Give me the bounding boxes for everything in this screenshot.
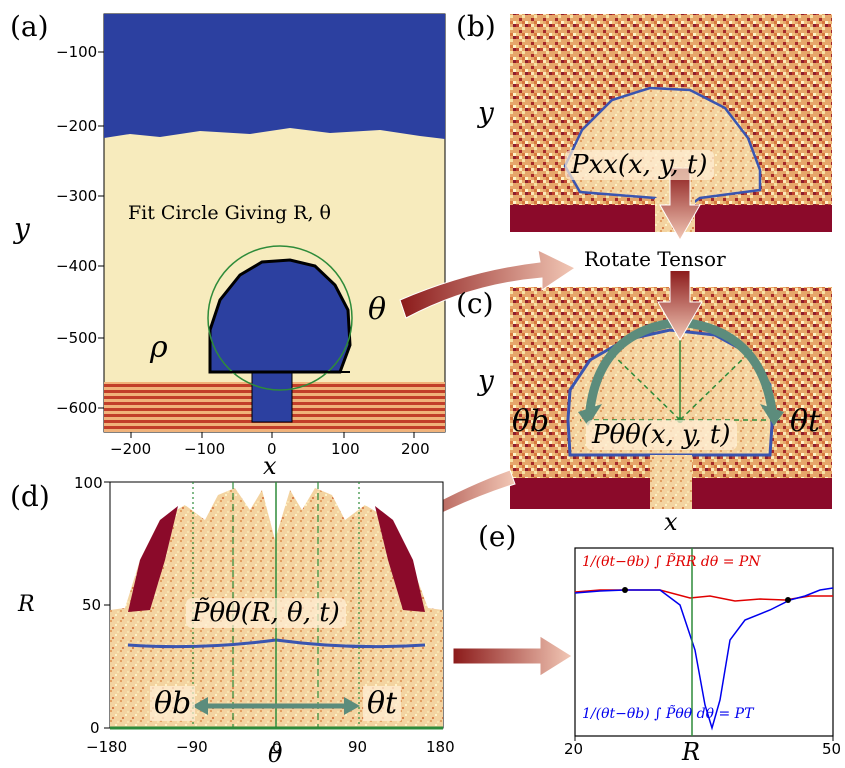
c-theta-t: θt	[790, 404, 821, 439]
c-theta-b: θb	[512, 404, 550, 439]
ptt-polar-label: P̃θθ(R, θ, t)	[186, 598, 346, 628]
d-xtick: −90	[176, 738, 208, 756]
d-theta-t: θt	[363, 686, 402, 721]
pxx-label: Pxx(x, y, t)	[565, 150, 714, 180]
d-ytick: 50	[82, 596, 102, 614]
d-ytick: 0	[90, 719, 100, 737]
panel-a	[98, 13, 446, 438]
a-ytick: −200	[56, 117, 98, 135]
droplet	[208, 258, 352, 374]
arrow-b-to-c	[657, 167, 703, 341]
theta-symbol: θ	[368, 292, 387, 327]
d-xlabel: θ	[268, 740, 283, 768]
a-ylabel: y	[14, 212, 30, 245]
d-ytick: 100	[74, 474, 103, 492]
d-theta-b: θb	[150, 686, 196, 721]
pt-formula: 1/(θt−θb) ∫ P̃θθ dθ = PT	[582, 706, 754, 722]
fit-circle-text: Fit Circle Giving R, θ	[128, 202, 331, 224]
a-xtick: 100	[331, 440, 360, 458]
a-xlabel: x	[263, 452, 277, 480]
d-ylabel: R	[18, 592, 35, 617]
d-xtick: 180	[426, 738, 455, 756]
fit-circle	[207, 245, 353, 391]
c-ylabel: y	[478, 364, 494, 397]
arrow-d-to-e	[452, 635, 573, 677]
e-xlabel: R	[682, 738, 701, 766]
ptt-label: Pθθ(x, y, t)	[586, 420, 737, 450]
a-xtick: −200	[110, 440, 152, 458]
panel-b-label: (b)	[456, 10, 496, 43]
droplet-neck	[251, 369, 293, 423]
panel-e-label: (e)	[478, 520, 517, 553]
d-xtick: −180	[86, 738, 128, 756]
a-xtick: 200	[401, 440, 430, 458]
rho-symbol: ρ	[150, 330, 168, 365]
d-xtick: 0	[272, 738, 282, 756]
pt-line	[574, 587, 834, 731]
b-ylabel: y	[478, 96, 494, 129]
a-ytick: −600	[56, 399, 98, 417]
marker-right	[785, 597, 791, 603]
pn-formula: 1/(θt−θb) ∫ P̃RR dθ = PN	[582, 554, 761, 570]
panel-d-label: (d)	[10, 480, 50, 513]
marker-left	[622, 587, 628, 593]
panel-e	[574, 547, 834, 741]
a-ytick: −100	[56, 43, 98, 61]
a-ytick: −300	[56, 187, 98, 205]
a-ytick: −500	[56, 329, 98, 347]
vapor-region	[104, 14, 445, 139]
a-ytick: −400	[56, 257, 98, 275]
rotate-tensor-label: Rotate Tensor	[580, 247, 730, 271]
a-xtick: 0	[267, 440, 277, 458]
e-xtick: 20	[564, 740, 584, 758]
e-xtick: 50	[822, 740, 842, 758]
panel-a-label: (a)	[10, 10, 49, 43]
c-xlabel: x	[664, 508, 678, 536]
a-xtick: −100	[184, 440, 226, 458]
arrow-a-to-rotate	[399, 249, 577, 319]
d-xtick: 90	[348, 738, 368, 756]
panel-c-label: (c)	[456, 287, 494, 320]
